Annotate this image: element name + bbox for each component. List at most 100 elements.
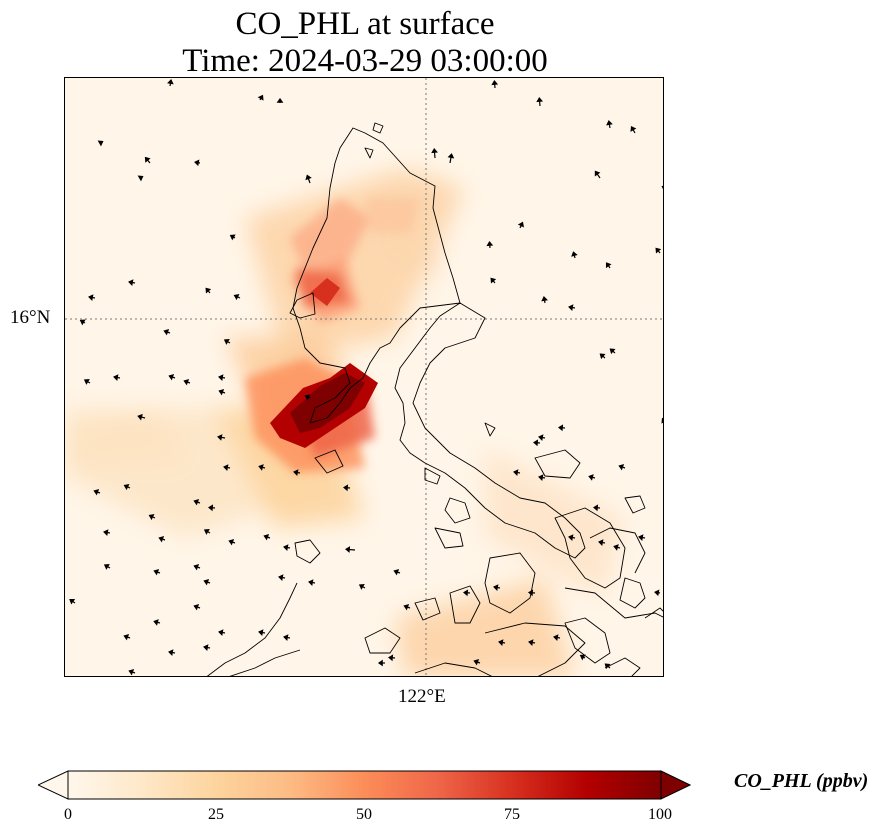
wind-vector-head <box>538 434 544 441</box>
wind-vector-head <box>462 589 469 597</box>
wind-vector-head <box>609 348 616 355</box>
wind-vector-head <box>128 279 134 286</box>
wind-vector-head <box>655 247 662 254</box>
colorbar-tick-25: 25 <box>208 806 224 823</box>
wind-vector-head <box>342 484 349 492</box>
wind-vector-head <box>517 221 525 228</box>
wind-vector-head <box>163 329 170 336</box>
wind-vector-head <box>218 389 225 396</box>
longitude-tick-label: 122°E <box>398 686 446 707</box>
colorbar-gradient <box>67 770 662 800</box>
wind-vector-head <box>304 394 311 401</box>
wind-vector-head <box>387 654 394 662</box>
wind-vector-head <box>541 296 548 302</box>
wind-vector-head <box>258 629 264 636</box>
wind-vector-head <box>233 293 240 301</box>
wind-vector-head <box>168 374 175 381</box>
wind-vector-head <box>599 353 606 360</box>
wind-vector-head <box>557 424 564 432</box>
wind-vector-head <box>223 464 229 471</box>
colorbar-graphic <box>36 770 692 800</box>
wind-vector-head <box>257 94 264 101</box>
wind-vector-head <box>630 126 637 132</box>
wind-vector-head <box>358 583 365 590</box>
wind-vector-head <box>83 378 90 385</box>
wind-vector-head <box>218 374 224 381</box>
title-line-2: Time: 2024-03-29 03:00:00 <box>182 43 548 79</box>
wind-vector-head <box>403 604 410 611</box>
wind-vector-head <box>123 483 130 491</box>
wind-vector-head <box>305 174 312 181</box>
wind-vector-head <box>153 569 160 576</box>
wind-vector-head <box>661 417 663 424</box>
wind-vector-head <box>223 338 230 345</box>
wind-vector-head <box>217 434 223 441</box>
wind-vector-head <box>193 564 200 571</box>
title-line-1: CO_PHL at surface <box>235 6 495 42</box>
colorbar-label: CO_PHL (ppbv) <box>734 770 869 792</box>
wind-vector-head <box>229 234 236 241</box>
map-canvas <box>65 78 663 676</box>
wind-vector-head <box>661 185 663 190</box>
wind-vector-head <box>618 464 625 471</box>
wind-vector-head <box>293 469 299 476</box>
colorbar-tick-75: 75 <box>504 806 520 823</box>
wind-vector-head <box>194 159 200 167</box>
wind-vector-head <box>592 504 599 512</box>
wind-vector-head <box>193 499 200 506</box>
wind-vector-head <box>568 534 574 541</box>
wind-vector-head <box>168 649 174 656</box>
wind-vector-head <box>513 469 519 476</box>
wind-vector-head <box>128 669 135 676</box>
wind-vectors <box>69 79 663 676</box>
wind-vector-head <box>144 156 151 163</box>
wind-vector-head <box>606 120 613 126</box>
wind-vector-head <box>638 534 644 541</box>
colorbar-extend-high <box>660 770 692 800</box>
wind-vector-head <box>218 629 224 636</box>
wind-vector-head <box>167 79 174 85</box>
wind-vector-head <box>473 659 480 666</box>
wind-vector-head <box>393 569 400 576</box>
wind-vector-head <box>431 147 438 154</box>
wind-vector-head <box>103 529 109 536</box>
concentration-field <box>65 168 625 676</box>
colorbar <box>36 770 692 800</box>
wind-vector-head <box>283 634 289 641</box>
wind-vector-head <box>486 240 494 247</box>
wind-vector-head <box>605 262 612 269</box>
wind-vector-head <box>604 663 611 670</box>
wind-vector-head <box>228 539 235 546</box>
wind-vector-head <box>103 563 110 570</box>
wind-vector-head <box>598 539 604 546</box>
wind-vector-head <box>536 96 544 103</box>
bay-outline <box>289 292 316 319</box>
wind-vector-head <box>553 634 559 641</box>
wind-vector-head <box>79 319 86 326</box>
wind-vector-head <box>137 413 143 421</box>
wind-vector-head <box>613 544 619 551</box>
wind-vector-head <box>137 175 144 182</box>
wind-vector-head <box>283 544 289 551</box>
wind-vector-head <box>490 277 497 284</box>
wind-vector-head <box>527 589 534 597</box>
wind-vector-head <box>123 634 130 641</box>
coastline <box>206 122 663 676</box>
wind-vector-head <box>447 153 455 159</box>
wind-vector-head <box>344 546 351 553</box>
wind-vector-head <box>498 639 504 646</box>
wind-vector-head <box>203 579 210 586</box>
wind-vector-head <box>491 79 499 86</box>
colorbar-tick-100: 100 <box>648 806 672 823</box>
wind-vector-head <box>93 489 100 496</box>
wind-vector-head <box>263 534 270 541</box>
wind-vector-head <box>69 598 76 605</box>
map-panel[interactable] <box>64 77 664 677</box>
wind-vector-head <box>183 379 190 386</box>
wind-vector-head <box>205 287 212 294</box>
wind-vector-head <box>579 654 586 661</box>
wind-vector-head <box>97 140 104 147</box>
wind-vector-head <box>594 170 601 177</box>
wind-vector-head <box>493 584 499 591</box>
wind-vector-head <box>258 464 264 471</box>
